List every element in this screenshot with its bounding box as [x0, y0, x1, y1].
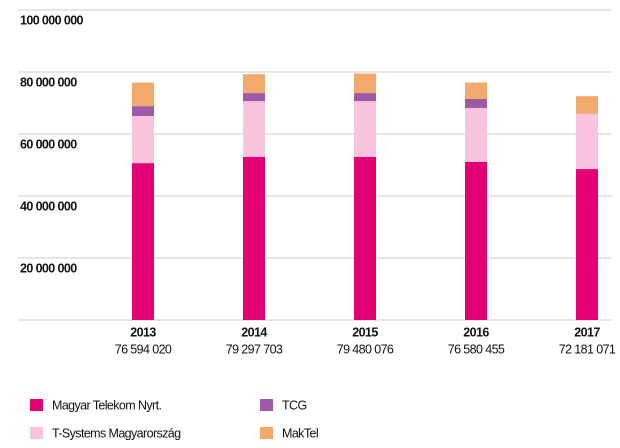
- bar-segment: [243, 101, 265, 157]
- x-tick-label: 2014: [241, 325, 267, 339]
- x-tick-label: 2015: [352, 325, 378, 339]
- total-label: 76 594 020: [115, 342, 172, 356]
- bar-segment: [354, 93, 376, 102]
- y-tick-label: 60 000 000: [20, 137, 77, 151]
- total-label: 72 181 071: [559, 342, 616, 356]
- bar-segment: [354, 73, 376, 94]
- y-tick-label: 100 000 000: [20, 13, 84, 27]
- bar-segment: [465, 82, 487, 99]
- y-tick-label: 80 000 000: [20, 75, 77, 89]
- bar-segment: [132, 116, 154, 164]
- bar-segment: [576, 96, 598, 114]
- bar-segment: [465, 107, 487, 162]
- x-tick-label: 2013: [130, 325, 156, 339]
- bar-segment: [132, 106, 154, 117]
- bar-segment: [243, 74, 265, 94]
- bar-segment: [132, 82, 154, 107]
- total-label: 79 297 703: [226, 342, 283, 356]
- legend-swatch: [260, 399, 273, 411]
- bar-segment: [132, 163, 154, 320]
- total-label: 76 580 455: [448, 342, 505, 356]
- legend-label: MakTel: [282, 426, 318, 440]
- x-tick-label: 2016: [463, 325, 489, 339]
- bar-segment: [354, 101, 376, 157]
- y-tick-label: 20 000 000: [20, 261, 77, 275]
- bar-segment: [354, 156, 376, 320]
- x-tick-label: 2017: [574, 325, 600, 339]
- legend-label: Magyar Telekom Nyrt.: [52, 398, 161, 412]
- legend-swatch: [260, 427, 273, 439]
- bar-segment: [243, 156, 265, 320]
- bar-segment: [576, 113, 598, 170]
- total-label: 79 480 076: [337, 342, 394, 356]
- legend-swatch: [30, 427, 43, 439]
- legend-swatch: [30, 399, 43, 411]
- bar-segment: [576, 169, 598, 320]
- bar-segment: [465, 98, 487, 108]
- bar-segment: [243, 93, 265, 102]
- bar-segment: [465, 161, 487, 320]
- legend-label: TCG: [282, 398, 307, 412]
- legend-label: T-Systems Magyarország: [52, 426, 181, 440]
- y-tick-label: 40 000 000: [20, 199, 77, 213]
